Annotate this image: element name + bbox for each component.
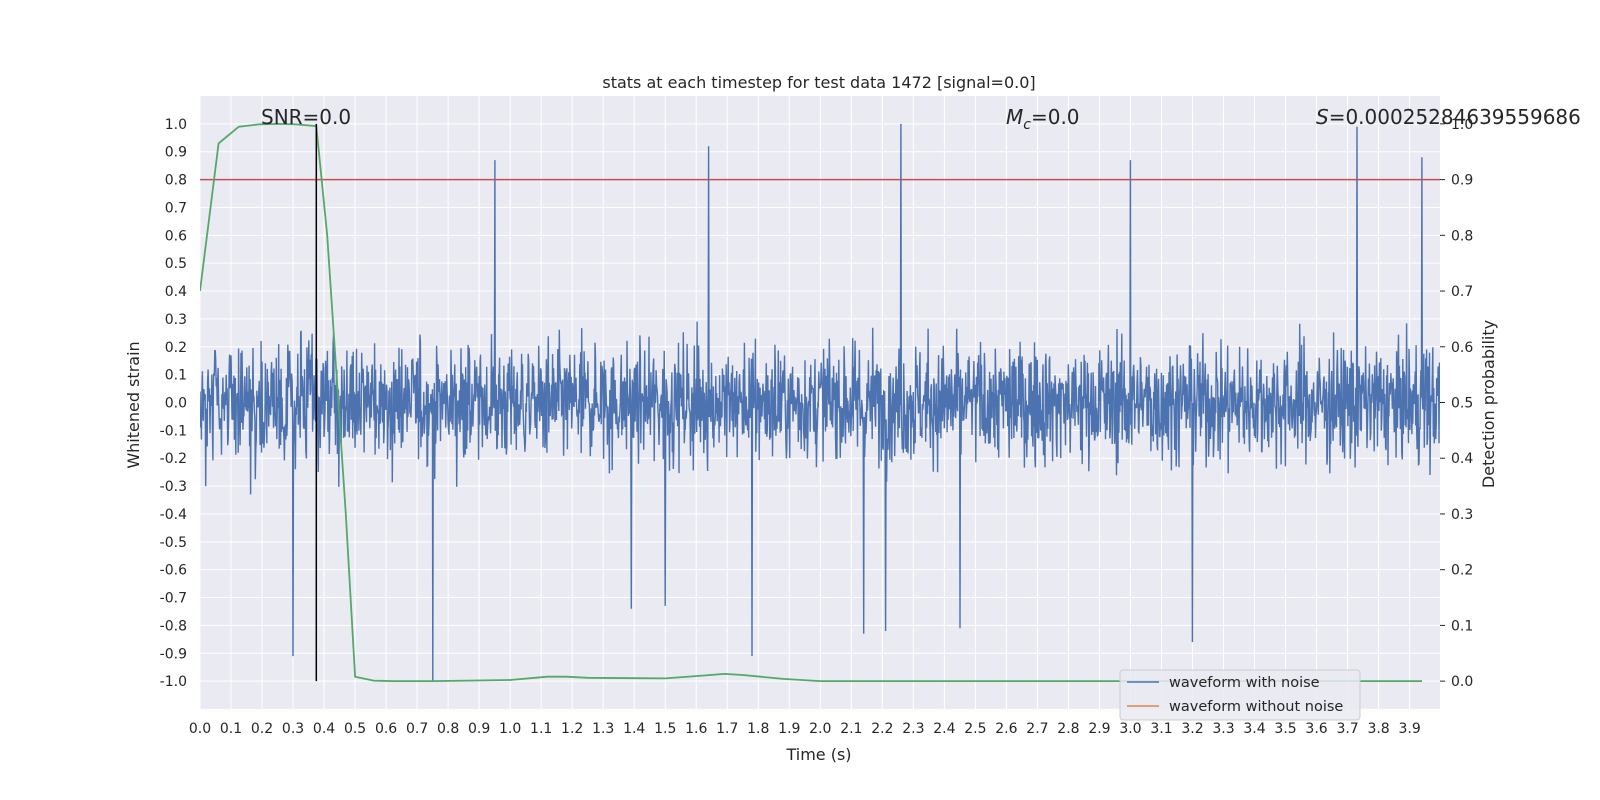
y2-tick-label: 0.0 <box>1451 674 1473 690</box>
x-tick-label: 1.4 <box>623 721 645 737</box>
y2-tick-label: 0.8 <box>1451 228 1473 244</box>
x-tick-label: 2.4 <box>933 721 955 737</box>
mc-value: =0.0 <box>1031 105 1080 129</box>
y-tick-label: -0.6 <box>160 563 187 579</box>
legend-box <box>1119 669 1361 721</box>
x-tick-label: 0.6 <box>375 721 397 737</box>
x-tick-label: 0.5 <box>344 721 366 737</box>
y2-tick-label: 0.7 <box>1451 284 1473 300</box>
y-tick-label: 0.2 <box>165 340 187 356</box>
y2-tick-label: 0.9 <box>1451 173 1473 189</box>
x-tick-labels: 0.0 0.1 0.2 0.3 0.4 0.5 0.6 0.7 0.8 0.9 1.0 1.1 1.2 1… <box>189 721 1421 737</box>
legend-label-clean: waveform without noise <box>1169 699 1343 715</box>
x-tick-label: 3.5 <box>1274 721 1296 737</box>
x-tick-label: 1.6 <box>685 721 707 737</box>
mc-annotation: Mc=0.0 <box>1006 105 1080 133</box>
mc-subscript: c <box>1023 117 1031 133</box>
y2-tick-labels: 1.0 0.9 0.8 0.7 0.6 0.5 0.4 0.3 0.2 0.1 0.0 <box>1440 117 1473 690</box>
x-tick-label: 1.7 <box>716 721 738 737</box>
y-tick-label: 1.0 <box>165 117 187 133</box>
snr-annotation: SNR=0.0 <box>261 105 351 129</box>
y-tick-label: 0.8 <box>165 173 187 189</box>
x-tick-label: 1.9 <box>778 721 800 737</box>
x-tick-label: 3.0 <box>1119 721 1141 737</box>
y-tick-label: -0.9 <box>160 646 187 662</box>
y2-axis-label: Detection probability <box>1479 320 1498 488</box>
y-tick-label: 0.6 <box>165 228 187 244</box>
x-axis-label: Time (s) <box>785 745 851 764</box>
x-tick-label: 1.2 <box>561 721 583 737</box>
x-tick-label: 3.1 <box>1150 721 1172 737</box>
y-tick-label: 0.7 <box>165 200 187 216</box>
y-tick-label: 0.4 <box>165 284 187 300</box>
y-tick-label: -0.2 <box>160 451 187 467</box>
chart-title: stats at each timestep for test data 147… <box>602 73 1035 92</box>
y2-tick-label: 0.6 <box>1451 340 1473 356</box>
x-tick-label: 2.2 <box>871 721 893 737</box>
x-tick-label: 0.2 <box>251 721 273 737</box>
x-tick-label: 3.4 <box>1243 721 1265 737</box>
y-tick-label: 0.9 <box>165 145 187 161</box>
x-tick-label: 2.8 <box>1057 721 1079 737</box>
y-tick-label: 0.3 <box>165 312 187 328</box>
x-tick-label: 1.0 <box>499 721 521 737</box>
y-axis-label: Whitened strain <box>124 341 143 468</box>
x-tick-label: 0.7 <box>406 721 428 737</box>
noise-waveform <box>200 123 1440 682</box>
y-tick-label: 0.5 <box>165 256 187 272</box>
x-tick-label: 0.9 <box>468 721 490 737</box>
y-tick-label: -0.4 <box>160 507 187 523</box>
y-tick-labels: 1.0 0.9 0.8 0.7 0.6 0.5 0.4 0.3 0.2 0.1 0.0 -0.1 -0.… <box>160 117 187 690</box>
y2-tick-label: 0.3 <box>1451 507 1473 523</box>
y2-tick-label: 0.1 <box>1451 618 1473 634</box>
x-tick-label: 1.1 <box>530 721 552 737</box>
legend: waveform with noise waveform without noi… <box>1119 669 1361 721</box>
x-tick-label: 0.8 <box>437 721 459 737</box>
x-tick-label: 3.3 <box>1212 721 1234 737</box>
y-tick-label: -0.8 <box>160 618 187 634</box>
legend-label-noise: waveform with noise <box>1169 675 1320 691</box>
x-tick-label: 1.5 <box>654 721 676 737</box>
x-tick-label: 0.4 <box>313 721 335 737</box>
y-tick-label: -0.1 <box>160 423 187 439</box>
y-tick-label: -1.0 <box>160 674 187 690</box>
y2-tick-label: 0.5 <box>1451 396 1473 412</box>
noise-series-line <box>200 123 1440 682</box>
x-tick-label: 0.3 <box>282 721 304 737</box>
x-tick-label: 1.3 <box>592 721 614 737</box>
x-tick-label: 2.6 <box>995 721 1017 737</box>
y-tick-label: -0.5 <box>160 535 187 551</box>
x-tick-label: 2.3 <box>902 721 924 737</box>
mc-symbol: M <box>1006 105 1023 129</box>
x-tick-label: 3.2 <box>1181 721 1203 737</box>
s-annotation: S=0.00025284639559686 <box>1316 105 1581 129</box>
x-tick-label: 2.7 <box>1026 721 1048 737</box>
y-tick-label: 0.0 <box>165 396 187 412</box>
y-tick-label: -0.7 <box>160 591 187 607</box>
x-tick-label: 0.1 <box>220 721 242 737</box>
probability-line <box>200 122 1422 682</box>
x-tick-label: 2.1 <box>840 721 862 737</box>
x-tick-label: 3.6 <box>1305 721 1327 737</box>
x-tick-label: 2.9 <box>1088 721 1110 737</box>
x-tick-label: 0.0 <box>189 721 211 737</box>
x-tick-label: 1.8 <box>747 721 769 737</box>
x-tick-label: 2.0 <box>809 721 831 737</box>
probability-layer <box>200 122 1422 682</box>
x-tick-label: 3.9 <box>1398 721 1420 737</box>
y2-tick-label: 1.0 <box>1451 117 1473 133</box>
s-value: =0.00025284639559686 <box>1329 105 1581 129</box>
x-tick-label: 3.8 <box>1367 721 1389 737</box>
s-symbol: S <box>1316 105 1329 129</box>
y2-tick-label: 0.4 <box>1451 451 1473 467</box>
y2-tick-label: 0.2 <box>1451 563 1473 579</box>
x-tick-label: 3.7 <box>1336 721 1358 737</box>
y-tick-label: 0.1 <box>165 368 187 384</box>
y-tick-label: -0.3 <box>160 479 187 495</box>
x-tick-label: 2.5 <box>964 721 986 737</box>
